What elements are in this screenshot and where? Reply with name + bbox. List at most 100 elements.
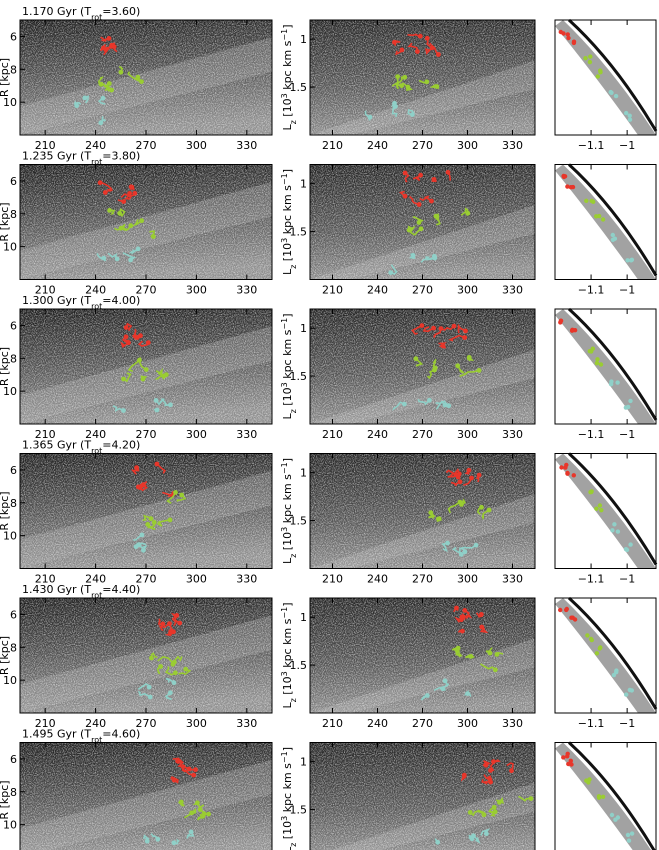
outer-group-point	[153, 398, 159, 403]
middle-group-point	[418, 226, 424, 232]
middle-group-track	[147, 523, 156, 531]
middle-group-track	[173, 655, 183, 663]
inner-group-point	[160, 621, 166, 627]
middle-panel-noise	[310, 309, 535, 424]
middle-ylabel: Lz [103 kpc km s−1]	[280, 602, 298, 708]
middle-group-point	[497, 799, 502, 805]
energy-point	[597, 503, 603, 508]
inner-group-point	[102, 190, 108, 195]
middle-group-point	[206, 811, 212, 817]
outer-group-track	[122, 252, 137, 261]
x-tick-label: 240	[85, 428, 106, 441]
outer-group-track	[442, 680, 450, 689]
energy-point	[623, 547, 629, 552]
energy-point	[597, 646, 602, 651]
outer-group-point	[167, 690, 173, 696]
inner-group-track	[158, 622, 170, 631]
middle-group-track	[518, 795, 532, 802]
x-tick-label: 330	[236, 717, 257, 730]
middle-group-point	[486, 507, 492, 513]
outer-group-point	[471, 833, 476, 839]
energy-point	[594, 214, 599, 219]
inner-group-point	[132, 190, 138, 196]
y-tick-label: 6	[10, 319, 17, 332]
right-panel-band	[555, 309, 656, 424]
inner-group-point	[171, 777, 177, 783]
middle-group-point	[467, 810, 473, 815]
left-panel-noise	[20, 164, 272, 280]
y-tick-label: 6	[10, 753, 17, 766]
middle-group-point	[189, 810, 195, 816]
y-tick-label: 1.5	[290, 370, 308, 383]
x-tick-label: 240	[85, 284, 106, 297]
energy-point	[565, 470, 570, 476]
inner-group-point	[416, 202, 422, 207]
inner-group-track	[172, 757, 184, 768]
row-2: 1.235 Gyr (Trot=3.80) 210 240 270 300 330 6 8 10…	[0, 150, 658, 297]
inner-group-track	[412, 174, 422, 182]
middle-group-point	[137, 357, 142, 363]
middle-group-point	[178, 799, 184, 805]
right-panel-edge	[567, 163, 658, 277]
energy-point	[600, 217, 606, 222]
energy-point	[614, 670, 619, 675]
energy-point	[613, 93, 619, 99]
y-tick-label: 1.5	[290, 515, 308, 528]
inner-group-point	[463, 328, 468, 334]
outer-group-point	[446, 403, 452, 409]
inner-group-track	[411, 324, 423, 335]
middle-group-track	[183, 807, 197, 819]
outer-group-point	[442, 678, 448, 684]
middle-panel-noise	[310, 453, 535, 569]
left-ylabel: R [kpc]	[0, 202, 11, 241]
y-tick-label: 1	[300, 756, 307, 769]
row-title: 1.235 Gyr (Trot=3.80)	[22, 150, 140, 167]
middle-group-point	[109, 87, 114, 93]
inner-group-point	[97, 180, 103, 186]
middle-group-point	[428, 510, 434, 516]
middle-panel-noise	[310, 598, 535, 713]
middle-group-point	[163, 372, 169, 378]
x-tick-label: 240	[367, 717, 388, 730]
outer-group-track	[424, 256, 435, 261]
y-tick-label: 1.5	[290, 804, 308, 817]
x-tick-label: 330	[236, 573, 257, 586]
energy-point	[598, 68, 603, 73]
x-tick-label: 300	[186, 573, 207, 586]
inner-group-track	[447, 472, 460, 478]
middle-group-point	[455, 645, 461, 651]
y-tick-label: 10	[3, 819, 17, 832]
energy-point	[629, 831, 635, 836]
inner-group-track	[157, 618, 163, 625]
outer-group-point	[388, 270, 394, 275]
x-tick-label: 270	[412, 428, 433, 441]
inner-group-point	[454, 605, 459, 611]
middle-group-point	[135, 74, 141, 80]
inner-group-point	[479, 612, 484, 617]
row-5: 1.430 Gyr (Trot=4.40) 210 240 270 300 330 6 8 10…	[0, 583, 658, 730]
left-panel-noise	[20, 309, 272, 424]
outer-group-point	[155, 836, 161, 842]
row-title: 1.495 Gyr (Trot=4.60)	[22, 728, 140, 745]
inner-group-track	[170, 776, 179, 784]
outer-group-track	[390, 264, 398, 275]
row-title: 1.170 Gyr (Trot=3.60)	[22, 5, 140, 22]
middle-group-track	[118, 65, 124, 73]
energy-point	[609, 90, 614, 96]
middle-group-point	[492, 667, 498, 673]
left-ylabel: R [kpc]	[0, 491, 11, 530]
energy-point	[585, 633, 590, 638]
inner-group-point	[488, 768, 493, 773]
inner-group-point	[429, 45, 435, 51]
y-tick-label: 6	[10, 608, 17, 621]
middle-ylabel: Lz [103 kpc km s−1]	[280, 24, 298, 130]
left-panel-noise	[20, 20, 272, 135]
middle-group-point	[399, 83, 404, 89]
row-4: 1.365 Gyr (Trot=4.20) 210 240 270 300 330 6 8 10…	[0, 439, 658, 586]
middle-group-track	[164, 666, 176, 676]
middle-group-point	[179, 492, 185, 498]
energy-point	[584, 198, 589, 203]
middle-group-point	[424, 79, 430, 85]
middle-group-track	[127, 71, 142, 83]
